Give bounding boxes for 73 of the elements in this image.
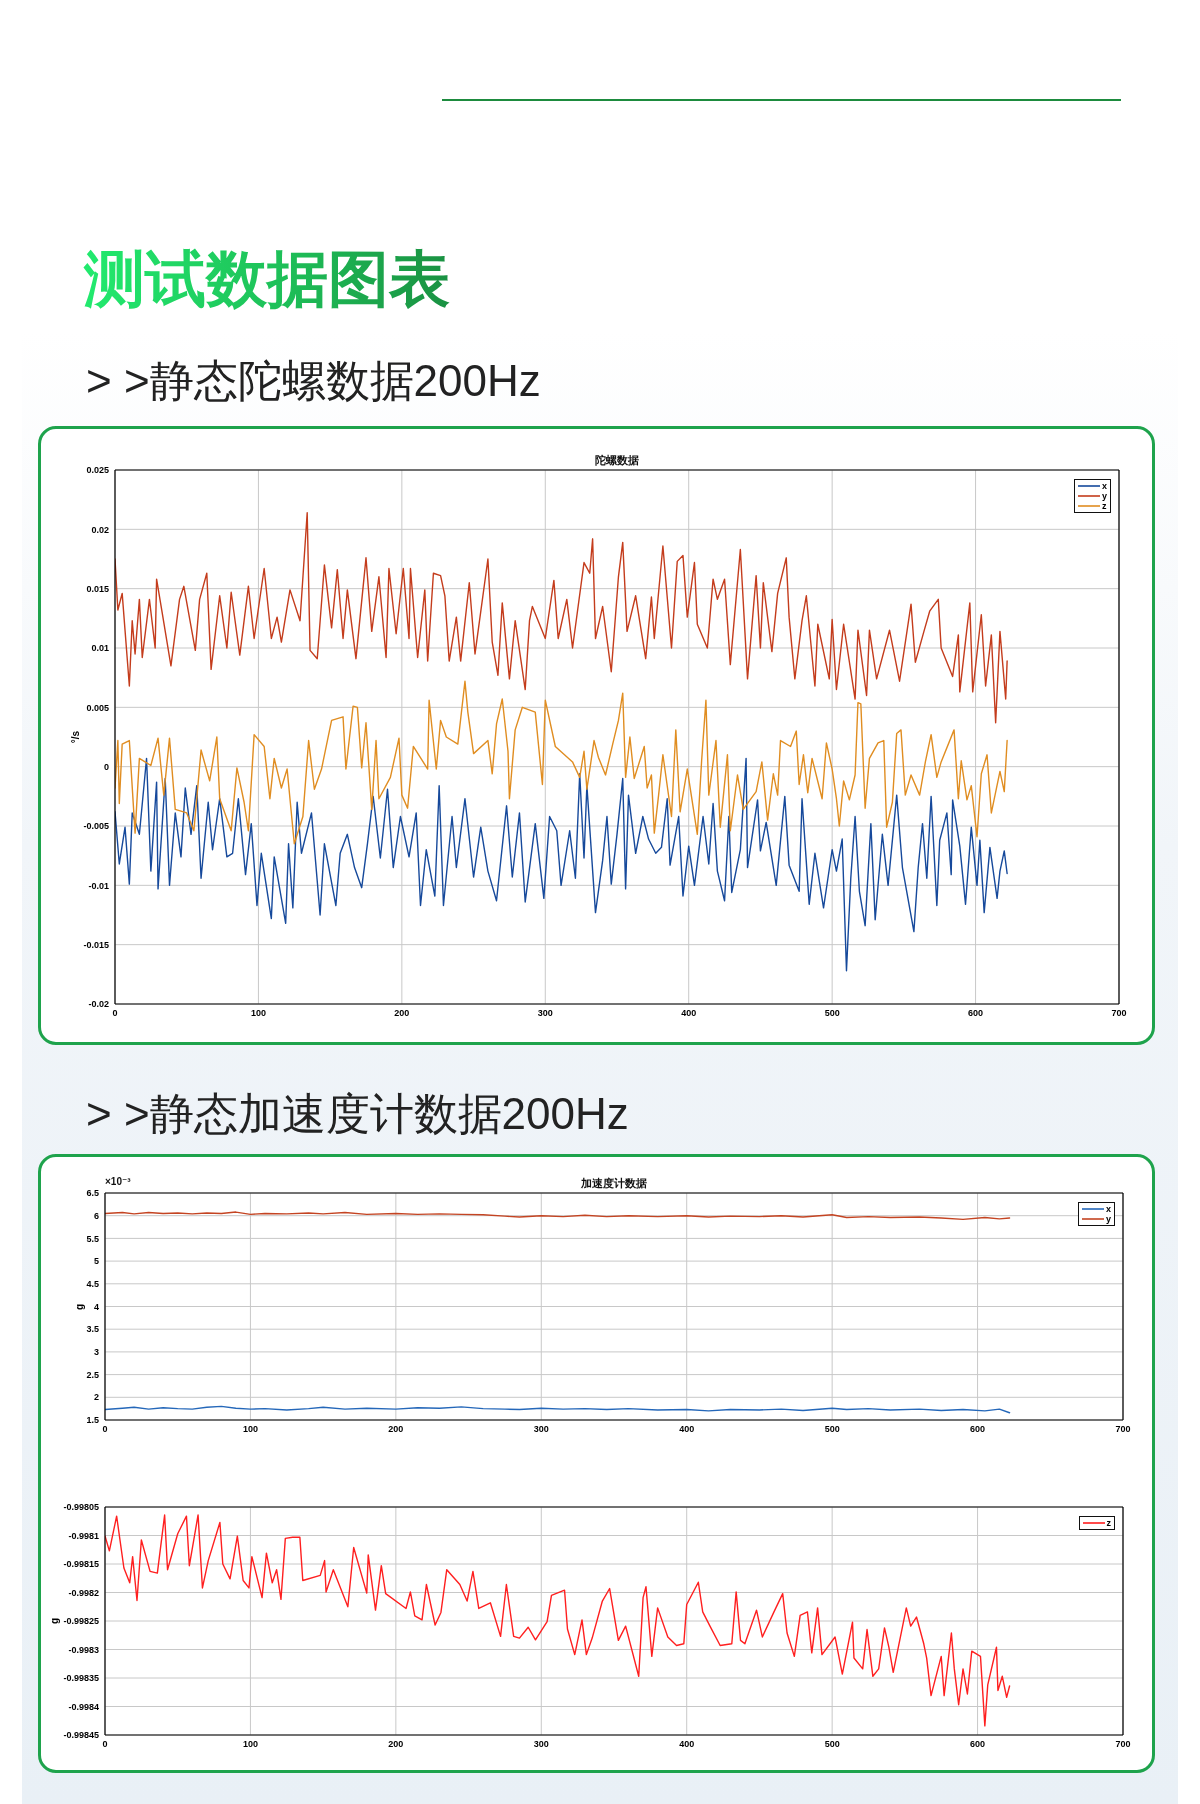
x-tick-label: 0 — [112, 1008, 118, 1019]
y-tick-label: -0.9981 — [68, 1530, 99, 1541]
line-series — [105, 1514, 1011, 1727]
y-tick-label: 5 — [93, 1256, 99, 1267]
x-tick-label: 600 — [970, 1424, 986, 1435]
y-tick-label: -0.99845 — [63, 1730, 99, 1741]
x-tick-label: 100 — [250, 1008, 266, 1019]
line-series — [115, 757, 1008, 972]
y-tick-label: 1.5 — [86, 1415, 99, 1426]
y-tick-label: -0.99815 — [63, 1559, 99, 1570]
y-tick-label: -0.005 — [83, 821, 109, 832]
y-axis-title: g — [49, 1617, 61, 1625]
y-tick-label: -0.015 — [83, 939, 109, 950]
y-tick-label: 3 — [93, 1347, 99, 1358]
x-tick-label: 300 — [533, 1739, 549, 1750]
y-tick-label: 0.005 — [86, 702, 109, 713]
x-tick-label: 700 — [1111, 1008, 1127, 1019]
y-tick-label: 6.5 — [86, 1188, 99, 1199]
y-tick-label: 0.025 — [86, 465, 109, 476]
legend-label: z — [1101, 501, 1107, 511]
y-tick-label: 0 — [103, 761, 109, 772]
x-tick-label: 400 — [679, 1424, 695, 1435]
text: 测试数据图表 — [83, 245, 450, 313]
x-tick-label: 400 — [679, 1739, 695, 1750]
legend-label: y — [1105, 1214, 1111, 1224]
line-series — [105, 1211, 1011, 1221]
x-tick-label: 600 — [968, 1008, 984, 1019]
x-tick-label: 500 — [824, 1739, 840, 1750]
y-tick-label: -0.02 — [88, 999, 109, 1010]
y-tick-label: -0.9984 — [68, 1701, 99, 1712]
chart-title: 陀螺数据 — [594, 453, 640, 467]
x-tick-label: 500 — [824, 1424, 840, 1435]
x-tick-label: 200 — [394, 1008, 410, 1019]
x-tick-label: 100 — [242, 1424, 258, 1435]
y-tick-label: -0.9983 — [68, 1644, 99, 1655]
x-tick-label: 600 — [970, 1739, 986, 1750]
line-series — [105, 1405, 1011, 1414]
x-tick-label: 200 — [388, 1739, 404, 1750]
x-tick-label: 700 — [1115, 1424, 1131, 1435]
y-tick-label: 2 — [93, 1392, 99, 1403]
x-tick-label: 200 — [388, 1424, 404, 1435]
y-axis-title: °/s — [70, 730, 82, 744]
line-series — [115, 512, 1008, 724]
y-tick-label: 2.5 — [86, 1369, 99, 1380]
y-tick-label: -0.9982 — [68, 1587, 99, 1598]
legend-label: x — [1101, 481, 1107, 491]
legend-label: z — [1106, 1518, 1111, 1528]
text: ×10⁻³ — [105, 1176, 131, 1188]
y-tick-label: 0.015 — [86, 583, 109, 594]
x-tick-label: 500 — [824, 1008, 840, 1019]
chart-subtitle: > >静态加速度计数据200Hz — [86, 1089, 629, 1139]
y-tick-label: 4 — [93, 1301, 99, 1312]
y-axis-title: g — [74, 1303, 86, 1310]
legend-label: x — [1105, 1204, 1111, 1214]
y-tick-label: -0.99835 — [63, 1673, 99, 1684]
y-tick-label: 6 — [93, 1210, 99, 1221]
y-tick-label: 0.01 — [91, 643, 109, 654]
x-tick-label: 400 — [681, 1008, 697, 1019]
chart-title: 加速度计数据 — [581, 1177, 647, 1189]
x-tick-label: 300 — [533, 1424, 549, 1435]
y-tick-label: 5.5 — [86, 1233, 99, 1244]
x-tick-label: 100 — [242, 1739, 258, 1750]
y-tick-label: -0.99805 — [63, 1502, 99, 1513]
y-tick-label: 4.5 — [86, 1278, 99, 1289]
chart-subtitle: > >静态陀螺数据200Hz — [86, 356, 541, 406]
y-tick-label: -0.01 — [88, 880, 109, 891]
line-series — [115, 680, 1008, 845]
y-tick-label: 3.5 — [86, 1324, 99, 1335]
x-tick-label: 700 — [1115, 1739, 1131, 1750]
x-tick-label: 300 — [537, 1008, 553, 1019]
y-tick-label: 0.02 — [91, 524, 109, 535]
y-tick-label: -0.99825 — [63, 1616, 99, 1627]
legend-label: y — [1101, 491, 1107, 501]
